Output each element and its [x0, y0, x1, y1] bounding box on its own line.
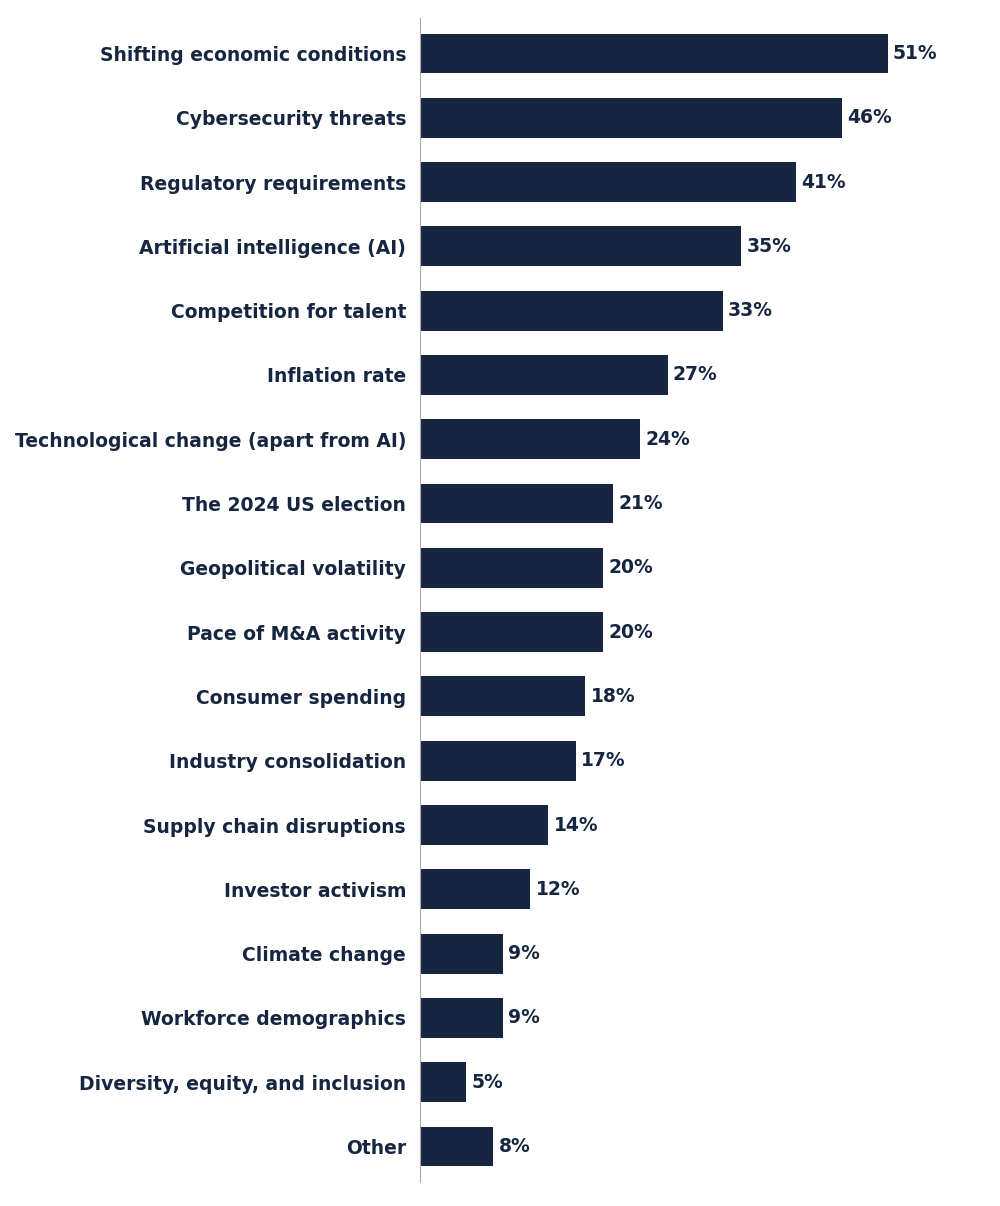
Text: 20%: 20% — [609, 558, 654, 578]
Text: 12%: 12% — [536, 880, 580, 898]
Bar — [420, 1062, 466, 1102]
Text: 18%: 18% — [590, 687, 635, 706]
Bar — [420, 613, 603, 652]
Text: 21%: 21% — [618, 494, 663, 513]
Bar — [420, 870, 530, 909]
Text: 9%: 9% — [508, 944, 540, 964]
Text: 35%: 35% — [746, 236, 791, 256]
Bar — [420, 677, 585, 716]
Bar — [420, 162, 796, 201]
Text: 8%: 8% — [499, 1137, 531, 1157]
Text: 41%: 41% — [801, 172, 846, 192]
Bar — [420, 355, 668, 394]
Bar — [420, 291, 722, 330]
Text: 24%: 24% — [646, 429, 690, 449]
Bar — [420, 548, 603, 587]
Bar — [420, 740, 576, 780]
Bar — [420, 806, 548, 845]
Bar — [420, 933, 503, 973]
Text: 14%: 14% — [554, 815, 598, 835]
Text: 46%: 46% — [847, 109, 892, 128]
Text: 27%: 27% — [673, 365, 718, 385]
Bar — [420, 227, 741, 267]
Bar — [420, 420, 640, 459]
Bar — [420, 1126, 493, 1166]
Bar — [420, 999, 503, 1038]
Text: 20%: 20% — [609, 622, 654, 642]
Text: 9%: 9% — [508, 1008, 540, 1028]
Text: 5%: 5% — [471, 1072, 503, 1091]
Text: 17%: 17% — [581, 751, 626, 771]
Bar — [420, 98, 842, 137]
Text: 33%: 33% — [728, 302, 773, 320]
Text: 51%: 51% — [893, 43, 938, 63]
Bar — [420, 484, 612, 523]
Bar — [420, 34, 888, 74]
